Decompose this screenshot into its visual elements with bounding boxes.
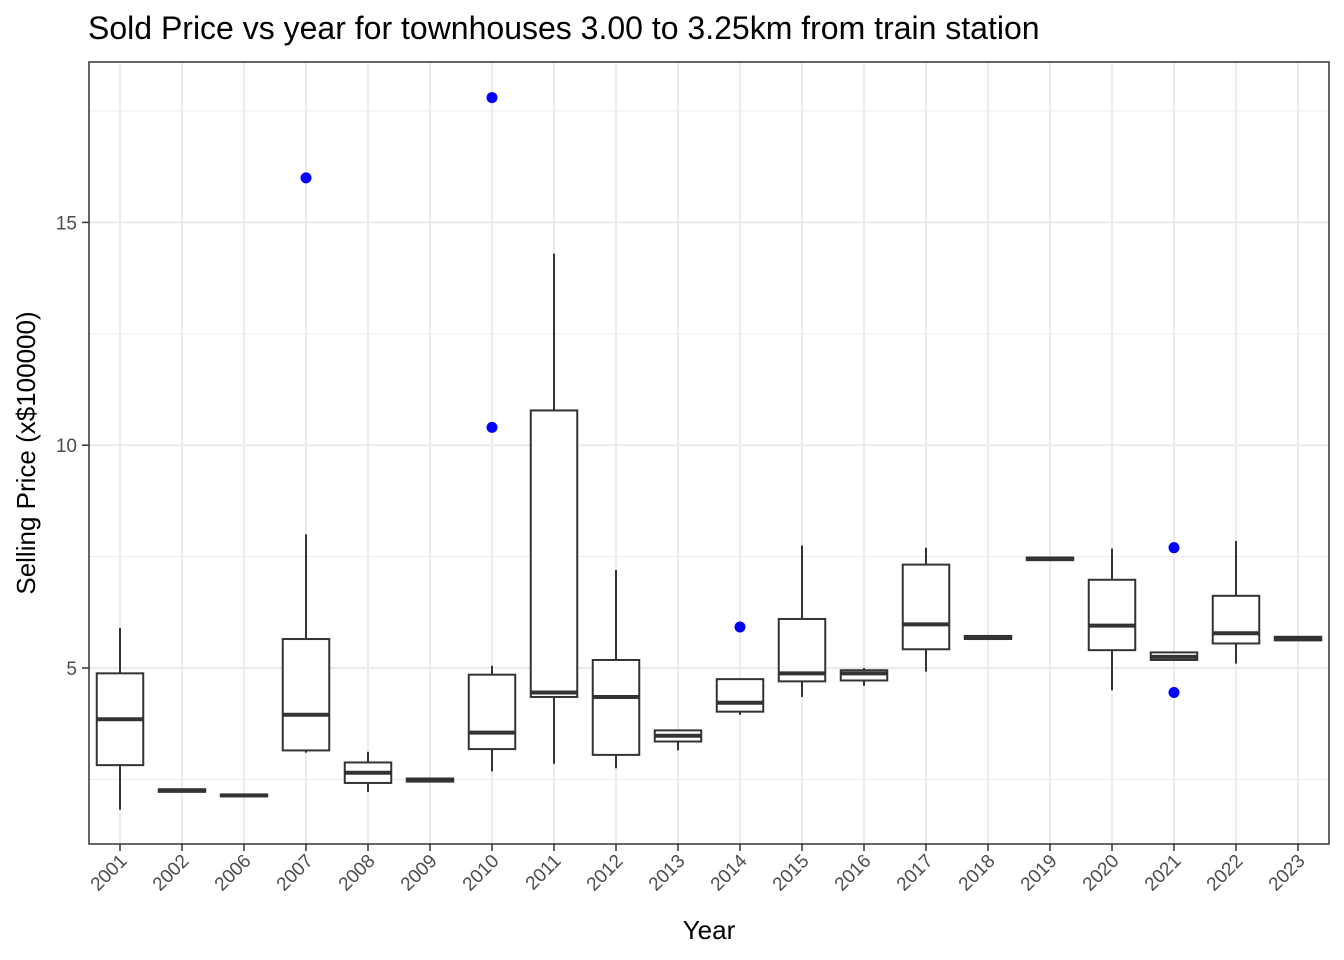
box-2022 <box>1211 541 1261 664</box>
box-2001 <box>95 627 145 810</box>
outlier-point <box>300 172 312 184</box>
x-tick-label: 2017 <box>893 851 938 896</box>
box-iqr <box>1087 578 1137 652</box>
box-2002 <box>157 788 207 793</box>
box-2007 <box>281 534 331 753</box>
box-iqr <box>591 658 641 756</box>
box-iqr <box>901 563 951 651</box>
box-2008 <box>343 751 393 792</box>
box-2014 <box>715 678 765 715</box>
box-iqr <box>715 678 765 713</box>
box-2021 <box>1149 651 1199 661</box>
x-tick-label: 2008 <box>335 851 380 896</box>
box-2015 <box>777 545 827 697</box>
y-axis: 5 10 15 <box>56 213 89 680</box>
x-tick-label: 2015 <box>769 851 814 896</box>
box-2017 <box>901 547 951 672</box>
x-tick-label: 2012 <box>583 851 628 896</box>
x-tick-label: 2014 <box>707 850 752 895</box>
chart-title: Sold Price vs year for townhouses 3.00 t… <box>88 10 1040 46</box>
box-2020 <box>1087 548 1137 691</box>
x-tick-label: 2001 <box>87 851 132 896</box>
x-tick-label: 2002 <box>149 851 194 896</box>
x-tick-label: 2011 <box>522 851 566 895</box>
outlier-point <box>1168 687 1180 699</box>
x-tick-label: 2016 <box>831 851 876 896</box>
outlier-point <box>486 421 498 433</box>
box-2013 <box>653 729 703 751</box>
box-iqr <box>529 409 579 698</box>
box-iqr <box>281 638 331 752</box>
y-tick-label: 15 <box>56 213 77 234</box>
x-tick-label: 2006 <box>211 851 256 896</box>
box-iqr <box>777 617 827 683</box>
outlier-point <box>734 621 746 633</box>
x-axis: 2001 2002 2006 2007 2008 2009 2010 2011 2012 2013… <box>87 844 1310 895</box>
minor-gridlines <box>89 110 1329 780</box>
y-axis-title: Selling Price (x$100000) <box>11 311 41 594</box>
box-2018 <box>963 634 1013 641</box>
box-2010 <box>467 665 517 772</box>
outlier-point <box>486 92 498 104</box>
x-tick-label: 2018 <box>955 851 1000 896</box>
x-tick-label: 2023 <box>1265 851 1310 896</box>
x-tick-label: 2020 <box>1079 851 1124 896</box>
box-series <box>95 253 1323 810</box>
outlier-point <box>1168 542 1180 554</box>
x-tick-label: 2013 <box>645 851 690 896</box>
box-2012 <box>591 569 641 769</box>
box-2006 <box>219 793 269 798</box>
box-2023 <box>1273 635 1323 642</box>
outlier-points <box>300 92 1180 699</box>
plot-background <box>89 62 1329 844</box>
x-tick-label: 2010 <box>459 851 504 896</box>
box-2016 <box>839 667 889 686</box>
box-2011 <box>529 253 579 764</box>
box-2009 <box>405 777 455 783</box>
box-2019 <box>1025 556 1075 562</box>
x-tick-label: 2019 <box>1017 851 1062 896</box>
x-tick-label: 2007 <box>273 851 318 896</box>
x-tick-label: 2009 <box>397 851 442 896</box>
panel-border <box>88 61 1330 845</box>
box-iqr <box>1211 594 1261 645</box>
plot-border <box>88 61 1330 845</box>
y-tick-label: 5 <box>66 659 77 680</box>
x-axis-title: Year <box>683 915 736 945</box>
x-tick-label: 2021 <box>1141 851 1186 896</box>
x-tick-label: 2022 <box>1203 851 1248 896</box>
y-tick-label: 10 <box>56 436 77 457</box>
box-iqr <box>467 673 517 751</box>
panel-background <box>89 62 1329 844</box>
box-iqr <box>839 669 889 682</box>
